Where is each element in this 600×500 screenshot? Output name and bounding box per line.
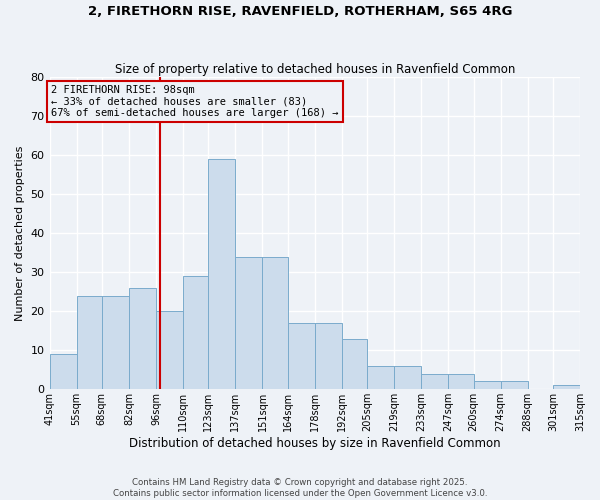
Y-axis label: Number of detached properties: Number of detached properties	[15, 146, 25, 321]
Bar	[500, 382, 528, 390]
Bar	[50, 354, 77, 390]
Bar	[448, 374, 473, 390]
Bar	[156, 312, 183, 390]
Text: 2, FIRETHORN RISE, RAVENFIELD, ROTHERHAM, S65 4RG: 2, FIRETHORN RISE, RAVENFIELD, ROTHERHAM…	[88, 5, 512, 18]
Bar	[208, 159, 235, 390]
X-axis label: Distribution of detached houses by size in Ravenfield Common: Distribution of detached houses by size …	[129, 437, 500, 450]
Bar	[342, 338, 367, 390]
Bar	[262, 256, 287, 390]
Bar	[287, 323, 315, 390]
Bar	[315, 323, 342, 390]
Bar	[235, 256, 262, 390]
Bar	[421, 374, 448, 390]
Text: Contains HM Land Registry data © Crown copyright and database right 2025.
Contai: Contains HM Land Registry data © Crown c…	[113, 478, 487, 498]
Bar	[129, 288, 156, 390]
Bar	[102, 296, 129, 390]
Text: 2 FIRETHORN RISE: 98sqm
← 33% of detached houses are smaller (83)
67% of semi-de: 2 FIRETHORN RISE: 98sqm ← 33% of detache…	[52, 85, 339, 118]
Bar	[553, 386, 580, 390]
Bar	[473, 382, 500, 390]
Bar	[367, 366, 394, 390]
Bar	[394, 366, 421, 390]
Bar	[77, 296, 102, 390]
Title: Size of property relative to detached houses in Ravenfield Common: Size of property relative to detached ho…	[115, 63, 515, 76]
Bar	[183, 276, 208, 390]
